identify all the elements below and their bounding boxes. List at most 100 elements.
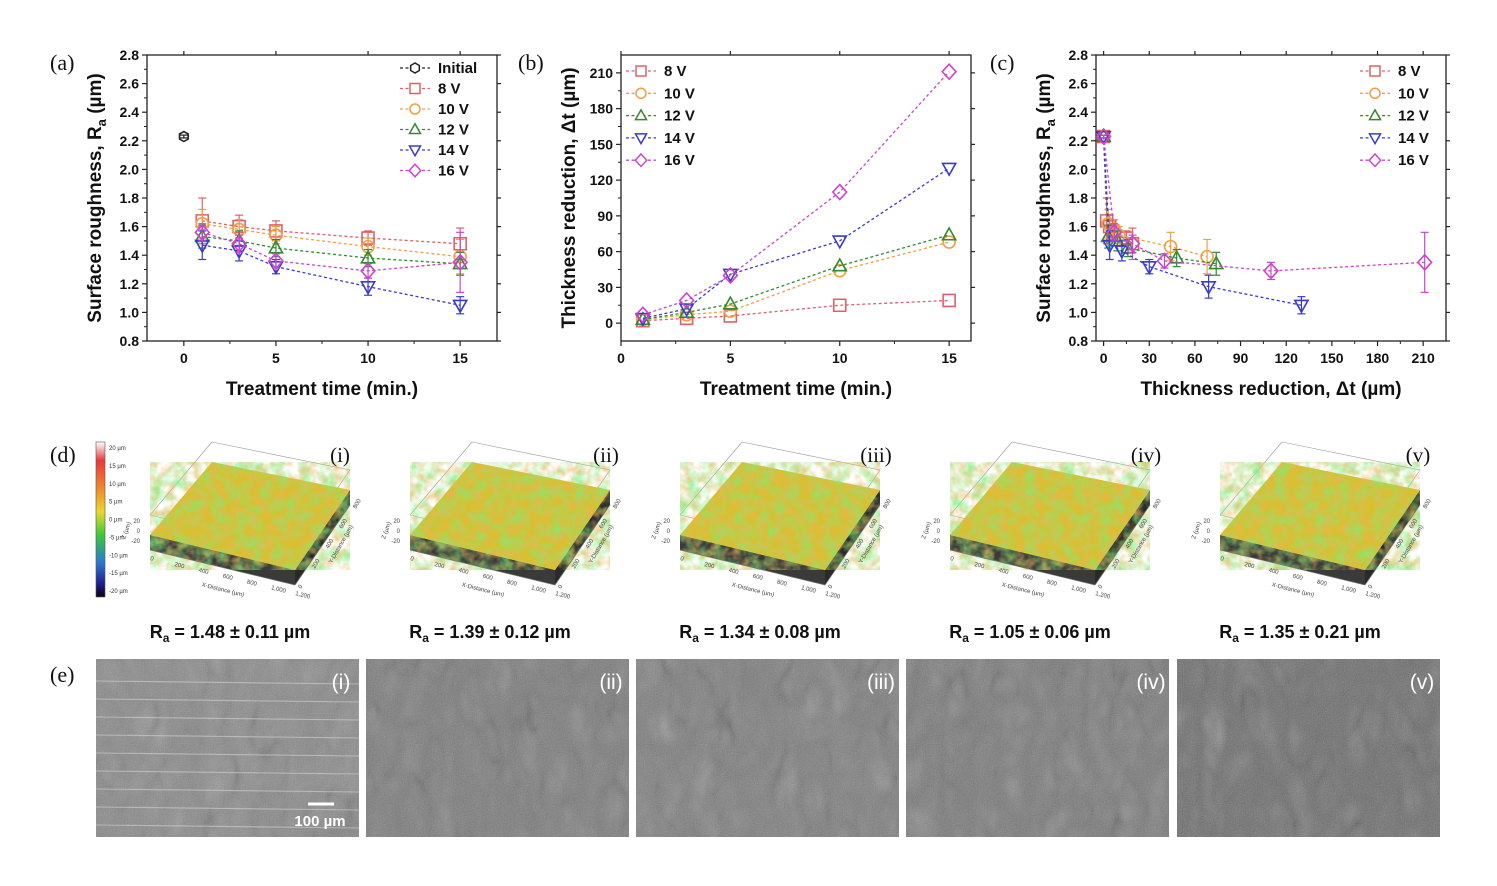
y-tick-label: 800 — [1153, 498, 1164, 510]
y-tick-label: 200 — [1111, 558, 1122, 570]
x-tick-label: 10 — [360, 350, 376, 366]
x-axis-label: X-Distance (µm) — [461, 582, 505, 598]
caption-sub: a — [1232, 631, 1239, 645]
surface-side — [825, 490, 880, 585]
surface-maps-row: 20 µm 15 µm 10 µm 5 µm 0 µm -5 µm -10 µm -15 µm… — [95, 441, 1433, 645]
x-tick-label: 400 — [1268, 568, 1280, 576]
roughness-caption: Ra = 1.48 ± 0.11 µm — [150, 622, 311, 645]
z-axis-label: Z (µm) — [1191, 521, 1203, 540]
data-point — [231, 235, 248, 253]
y-axis-line — [1364, 504, 1421, 586]
y-tick-label: 1.0 — [120, 304, 140, 320]
series-line — [642, 234, 950, 321]
y-tick-label: 1.2 — [1069, 276, 1089, 292]
y-tick-label: 600 — [339, 518, 350, 530]
y-axis-line — [824, 504, 881, 586]
x-tick-label: 800 — [1046, 579, 1058, 587]
y-tick-label: 2.8 — [120, 47, 140, 63]
x-tick-label: 600 — [482, 574, 494, 582]
data-point — [941, 226, 958, 241]
x-tick-label: 10 — [832, 350, 848, 366]
legend-label: 12 V — [438, 122, 469, 139]
y-tick-label: 210 — [590, 65, 614, 81]
sem-image-4: (iv) — [906, 659, 1169, 837]
colorbar-tick-label: -20 µm — [109, 589, 128, 595]
surface-map-label: (iv) — [1131, 443, 1161, 467]
data-point — [1100, 228, 1117, 243]
y-axis-label-main: Thickness reduction, Δt (µm) — [559, 67, 580, 328]
machining-streak — [95, 698, 360, 703]
roughness-caption: Ra = 1.34 ± 0.08 µm — [679, 622, 841, 645]
data-point — [722, 266, 739, 285]
x-tick-label: 600 — [222, 574, 234, 582]
data-point — [1163, 239, 1178, 254]
y-axis-line — [1094, 504, 1151, 586]
z-tick-label: 0 — [397, 529, 401, 535]
data-point — [831, 257, 848, 272]
machining-streak — [95, 734, 360, 739]
x-tick-label: 1,000 — [800, 585, 817, 595]
y-tick-label: 200 — [311, 558, 322, 570]
caption-sub: a — [692, 631, 699, 645]
colorbar-tick-label: 20 µm — [109, 446, 126, 452]
series-10v — [1096, 129, 1214, 275]
scale-bar-label: 100 µm — [294, 813, 345, 830]
legend-label: 8 V — [1398, 63, 1421, 80]
data-point — [1293, 299, 1310, 314]
data-point — [1101, 239, 1118, 254]
x-tick-label: 200 — [434, 562, 446, 570]
y-tick-label: 2.4 — [1069, 104, 1089, 120]
x-tick-label: 400 — [458, 568, 470, 576]
series-line — [202, 235, 461, 265]
sem-grain-texture — [906, 659, 1169, 837]
sem-row: (i) (ii) (iii) (iv) (v) 100 µm — [95, 659, 1440, 837]
data-point — [1263, 262, 1279, 280]
surface-texture-orange — [950, 462, 1150, 570]
z-tick-label: -20 — [931, 539, 940, 545]
y-tick-label: 2.0 — [1069, 161, 1089, 177]
y-tick-label: 2.0 — [120, 161, 140, 177]
z-tick-label: 20 — [933, 519, 940, 525]
x-tick-label: 15 — [452, 350, 468, 366]
x-tick-label: 0 — [950, 556, 955, 563]
data-point — [1119, 239, 1136, 254]
z-axis-label: Z (µm) — [651, 521, 663, 540]
panel-label-d: (d) — [50, 442, 76, 467]
x-axis-line — [409, 549, 556, 586]
sem-label: (i) — [332, 671, 351, 694]
x-tick-label: 200 — [1244, 562, 1256, 570]
y-tick-label: 1.8 — [120, 190, 140, 206]
x-axis-line — [1219, 549, 1366, 586]
data-point — [832, 298, 847, 313]
y-tick-label: 150 — [590, 136, 614, 152]
caption-prefix: R — [949, 622, 962, 642]
surface-texture-orange — [1220, 462, 1420, 570]
legend-label: 16 V — [664, 152, 695, 169]
y-tick-label: 800 — [353, 498, 364, 510]
x-tick-label: 0 — [1100, 350, 1108, 366]
x-tick-label: 1,000 — [270, 585, 287, 595]
y-tick-label: 200 — [571, 558, 582, 570]
data-point — [360, 262, 377, 280]
x-axis-label: X-Distance (µm) — [201, 582, 245, 598]
legend-label: 10 V — [664, 85, 695, 102]
legend-marker — [408, 145, 422, 158]
surface-side — [680, 535, 825, 585]
y-axis-label-main: Surface roughness, R — [1034, 126, 1055, 323]
y-tick-label: 0.8 — [1069, 333, 1089, 349]
y-tick-label: 0 — [298, 584, 305, 590]
x-tick-label: 400 — [998, 568, 1010, 576]
y-axis-label-sub: a — [94, 118, 109, 126]
caption-prefix: R — [679, 622, 692, 642]
caption-sub: a — [962, 631, 969, 645]
colorbar — [95, 441, 106, 598]
x-tick-label: 0 — [617, 350, 625, 366]
y-tick-label: 1.8 — [1069, 190, 1089, 206]
y-tick-label: 800 — [613, 498, 624, 510]
legend-marker — [1368, 108, 1382, 121]
legend-label: 16 V — [1398, 152, 1429, 169]
y-axis-label-main: Surface roughness, R — [85, 126, 106, 323]
series-line — [202, 223, 461, 258]
